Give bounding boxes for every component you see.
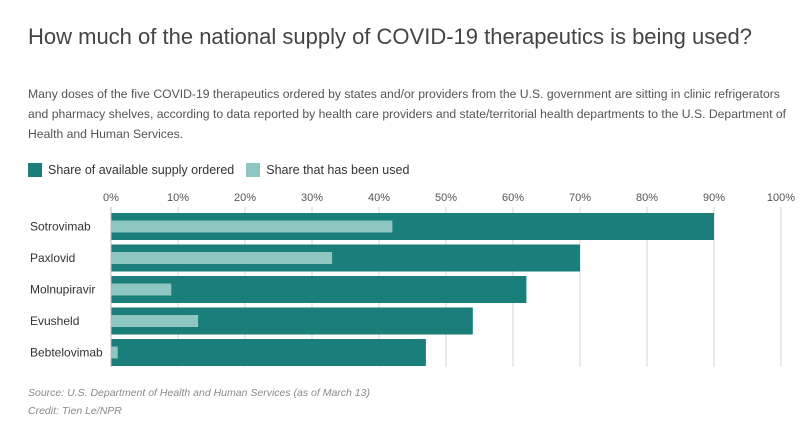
- x-tick-label: 70%: [569, 192, 591, 204]
- category-label: Bebtelovimab: [30, 346, 103, 360]
- bar-chart: 0% 10% 20% 30% 40% 50% 60% 70% 80% 90% 100% Sotrovi…: [30, 192, 795, 367]
- bar-used: [111, 346, 118, 359]
- x-tick-label: 30%: [301, 192, 323, 204]
- source-note: Source: U.S. Department of Health and Hu…: [28, 387, 370, 399]
- x-tick-label: 90%: [703, 192, 725, 204]
- legend-label-ordered: Share of available supply ordered: [48, 163, 235, 177]
- legend-item-ordered: Share of available supply ordered: [28, 163, 234, 177]
- legend-label-used: Share that has been used: [266, 163, 410, 177]
- legend-item-used: Share that has been used: [246, 163, 409, 177]
- bar-used: [111, 315, 199, 327]
- x-tick-label: 50%: [435, 192, 457, 204]
- chart-subtitle: Many doses of the five COVID-19 therapeu…: [28, 87, 787, 141]
- x-tick-label: 10%: [167, 192, 189, 204]
- x-tick-label: 0%: [103, 192, 119, 204]
- x-tick-label: 60%: [502, 192, 524, 204]
- legend-swatch-ordered: [28, 163, 42, 177]
- category-label: Sotrovimab: [30, 220, 91, 234]
- legend: Share of available supply ordered Share …: [28, 163, 421, 177]
- x-tick-label: 100%: [767, 192, 795, 204]
- category-label: Molnupiravir: [30, 283, 95, 297]
- credit-note: Credit: Tien Le/NPR: [28, 405, 122, 417]
- bar-used: [111, 252, 333, 264]
- category-label: Evusheld: [30, 314, 79, 328]
- x-tick-label: 20%: [234, 192, 256, 204]
- bar-used: [111, 220, 393, 233]
- bar-ordered: [111, 276, 527, 303]
- bar-used: [111, 283, 172, 296]
- x-tick-label: 40%: [368, 192, 390, 204]
- chart-title: How much of the national supply of COVID…: [28, 24, 752, 49]
- legend-swatch-used: [246, 163, 261, 177]
- x-tick-label: 80%: [636, 192, 658, 204]
- category-label: Paxlovid: [30, 251, 75, 265]
- bar-ordered: [111, 339, 426, 366]
